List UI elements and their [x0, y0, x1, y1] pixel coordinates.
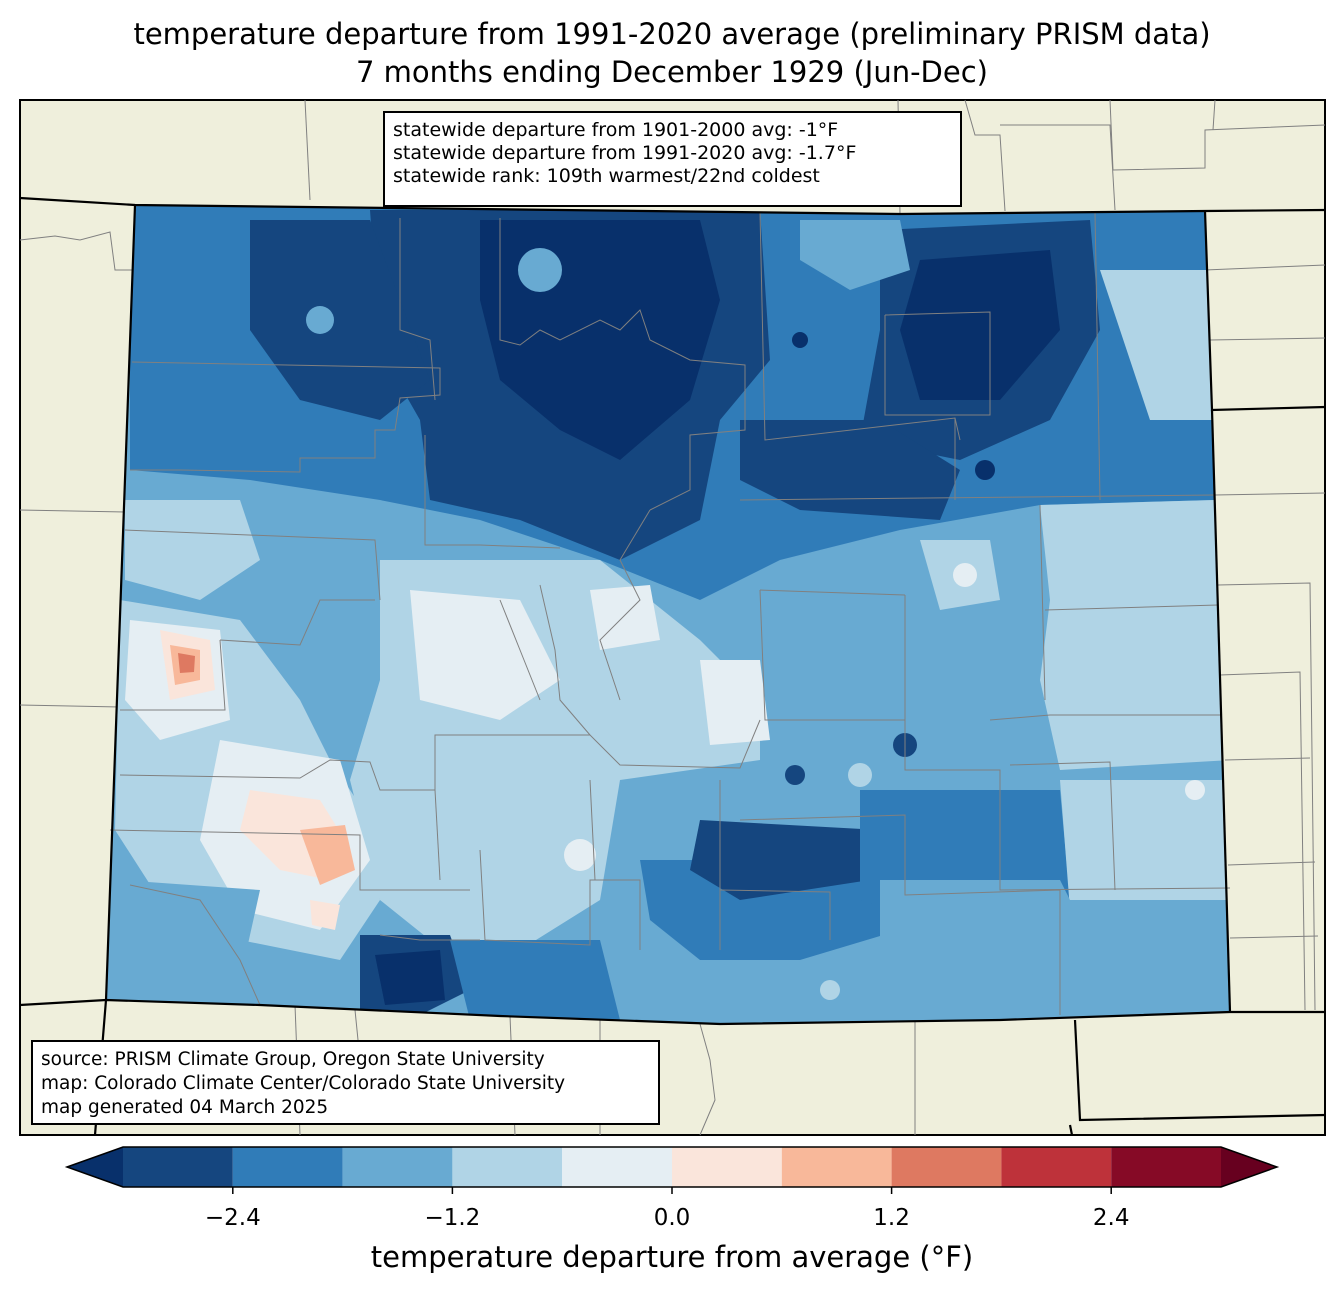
colorbar-segment — [1001, 1147, 1112, 1187]
colorbar-tick-label: 1.2 — [873, 1205, 910, 1231]
statewide-stats-box: statewide departure from 1901-2000 avg: … — [383, 111, 962, 207]
colorbar-segment — [1111, 1147, 1221, 1187]
chart-title-line-2: 7 months ending December 1929 (Jun-Dec) — [356, 55, 988, 89]
colorbar-tick-label: −1.2 — [424, 1205, 481, 1231]
source-line-1: source: PRISM Climate Group, Oregon Stat… — [41, 1049, 545, 1070]
colorbar-label: temperature departure from average (°F) — [370, 1240, 974, 1274]
colorbar-segment — [891, 1147, 1002, 1187]
chart-title-line-1: temperature departure from 1991-2020 ave… — [133, 17, 1211, 51]
source-line-2: map: Colorado Climate Center/Colorado St… — [41, 1073, 566, 1094]
stats-line-2: statewide departure from 1991-2020 avg: … — [393, 142, 857, 164]
colorbar-tick-label: 2.4 — [1092, 1205, 1130, 1231]
source-box: source: PRISM Climate Group, Oregon Stat… — [31, 1040, 660, 1125]
colorbar-tick-label: −2.4 — [204, 1205, 261, 1231]
temperature-field — [106, 205, 1230, 1024]
colorbar-tick-label: 0.0 — [653, 1205, 691, 1231]
colorbar-segment — [123, 1147, 233, 1187]
source-line-3: map generated 04 March 2025 — [41, 1097, 329, 1118]
colorbar-over-arrow — [1221, 1147, 1277, 1187]
stats-line-3: statewide rank: 109th warmest/22nd colde… — [393, 165, 820, 187]
colorbar-under-arrow — [67, 1147, 123, 1187]
colorbar-segment — [452, 1147, 563, 1187]
colorbar-segment — [232, 1147, 343, 1187]
colorbar-segment — [562, 1147, 672, 1187]
colorbar-segment — [672, 1147, 782, 1187]
stats-line-1: statewide departure from 1901-2000 avg: … — [393, 119, 839, 141]
colorbar — [64, 1146, 1280, 1194]
colorbar-segment — [342, 1147, 453, 1187]
colorbar-outline — [64, 1146, 1280, 1188]
colorbar-segment — [781, 1147, 892, 1187]
colorado-county-lines — [109, 211, 1231, 1015]
